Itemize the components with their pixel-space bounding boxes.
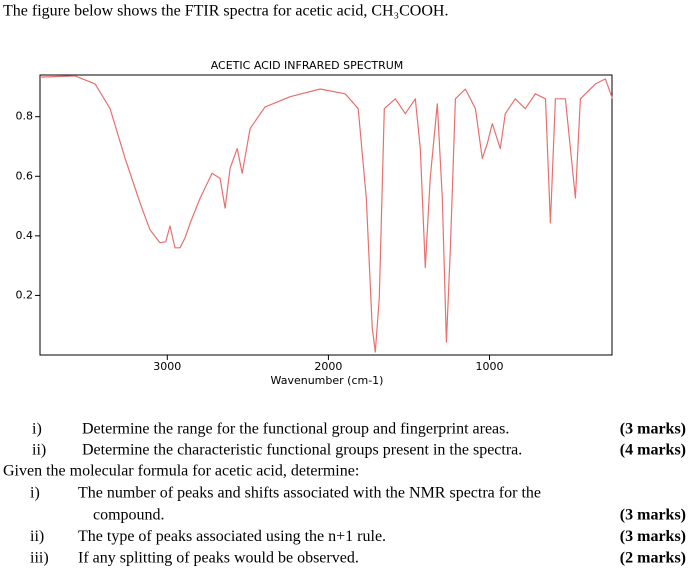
question-marks: (2 marks) xyxy=(620,550,686,567)
question-numeral: ii) xyxy=(32,442,46,459)
question-numeral: i) xyxy=(32,421,42,438)
question-text: compound. xyxy=(93,507,165,524)
y-tick-label: 0.4 xyxy=(16,229,34,242)
question-marks: (3 marks) xyxy=(620,507,686,524)
question-numeral: ii) xyxy=(30,528,44,545)
question-text: Determine the range for the functional g… xyxy=(82,421,509,438)
question-numeral: i) xyxy=(30,485,40,502)
question-marks: (4 marks) xyxy=(620,442,686,459)
chart-title: ACETIC ACID INFRARED SPECTRUM xyxy=(211,59,404,72)
question-marks: (3 marks) xyxy=(620,528,686,545)
question-text: If any splitting of peaks would be obser… xyxy=(78,550,359,567)
y-tick-label: 0.2 xyxy=(16,288,34,301)
intro-text: The figure below shows the FTIR spectra … xyxy=(3,3,448,20)
plot-frame xyxy=(39,74,613,356)
question-marks: (3 marks) xyxy=(620,421,686,438)
y-tick-label: 0.8 xyxy=(16,110,34,123)
y-tick-label: 0.6 xyxy=(16,169,34,182)
x-tick-label: 1000 xyxy=(476,360,504,373)
question-text: The type of peaks associated using the n… xyxy=(78,528,386,545)
given-text: Given the molecular formula for acetic a… xyxy=(3,463,359,480)
question-numeral: iii) xyxy=(30,550,49,567)
x-axis-label: Wavenumber (cm-1) xyxy=(271,374,384,387)
x-tick-label: 2000 xyxy=(314,360,342,373)
question-text: The number of peaks and shifts associate… xyxy=(78,485,541,502)
spectrum-line xyxy=(39,75,614,353)
question-text: Determine the characteristic functional … xyxy=(82,442,522,459)
x-tick-label: 3000 xyxy=(153,360,181,373)
